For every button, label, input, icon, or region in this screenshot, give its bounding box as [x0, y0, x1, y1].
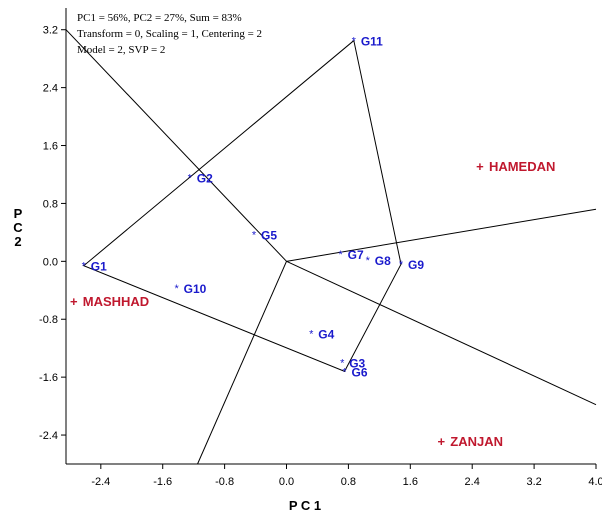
genotype-marker: *	[399, 259, 404, 271]
genotype-label: G3	[349, 357, 365, 371]
x-tick-label: 0.0	[279, 476, 294, 488]
genotype-point: * G2	[188, 171, 213, 185]
genotype-marker: *	[175, 283, 180, 295]
polygon-hull	[82, 40, 402, 372]
genotype-point: * G10	[175, 282, 207, 296]
x-tick-label: -2.4	[91, 476, 110, 488]
genotype-marker: *	[366, 255, 371, 267]
x-tick-label: 2.4	[465, 476, 480, 488]
y-tick-label: -2.4	[39, 430, 58, 442]
genotype-points: * G1* G2* G3* G4* G5* G6* G7 * G8 * G9* G10* G11	[82, 35, 425, 380]
y-tick-label: 3.2	[43, 25, 58, 37]
info-line-3: Model = 2, SVP = 2	[77, 44, 165, 56]
plot-frame	[65, 8, 596, 465]
genotype-point: * G9	[399, 258, 424, 272]
environment-marker: +	[476, 159, 484, 174]
x-tick-label: -1.6	[153, 476, 172, 488]
y-axis-title-char: 2	[14, 234, 21, 249]
environment-point: + HAMEDAN	[476, 159, 555, 174]
y-tick-label: 0.8	[43, 198, 58, 210]
x-tick-label: -0.8	[215, 476, 234, 488]
environment-point: + MASHHAD	[70, 294, 149, 309]
genotype-point: * G3	[340, 357, 365, 371]
y-axis-title-char: C	[13, 220, 23, 235]
y-axis-title-char: P	[14, 206, 23, 221]
y-tick-label: 1.6	[43, 141, 58, 153]
genotype-point: * G6	[342, 365, 367, 379]
y-tick-label: -0.8	[39, 314, 58, 326]
genotype-marker: *	[342, 366, 347, 378]
genotype-label: G4	[318, 328, 334, 342]
y-tick-label: 0.0	[43, 256, 58, 268]
genotype-marker: *	[340, 358, 345, 370]
environment-points: + HAMEDAN + MASHHAD + ZANJAN	[70, 159, 555, 449]
environment-marker: +	[70, 294, 78, 309]
genotype-marker: *	[252, 230, 257, 242]
genotype-label: G8	[375, 254, 391, 268]
genotype-marker: *	[352, 36, 357, 48]
sector-ray	[197, 261, 287, 465]
genotype-label: G1	[91, 260, 107, 274]
genotype-label: G9	[408, 258, 424, 272]
x-axis-ticks: -2.4 -1.6 -0.8 0.0 0.8 1.6 2.4 3.2 4.0	[91, 464, 602, 488]
genotype-point: * G5	[252, 229, 277, 243]
x-tick-label: 4.0	[588, 476, 602, 488]
genotype-point: * G7	[339, 248, 364, 262]
y-axis-ticks: 3.2 2.4 1.6 0.8 0.0 -0.8 -1.6 -2.4	[39, 25, 66, 442]
environment-label: HAMEDAN	[489, 159, 555, 174]
y-tick-label: -1.6	[39, 372, 58, 384]
x-tick-label: 1.6	[403, 476, 418, 488]
info-line-1: PC1 = 56%, PC2 = 27%, Sum = 83%	[77, 12, 242, 24]
genotype-point: * G4	[309, 328, 334, 342]
genotype-marker: *	[82, 261, 87, 273]
genotype-label: G7	[348, 248, 364, 262]
genotype-label: G6	[352, 365, 368, 379]
info-line-2: Transform = 0, Scaling = 1, Centering = …	[77, 28, 262, 40]
genotype-point: * G1	[82, 260, 107, 274]
genotype-point: * G8	[366, 254, 391, 268]
environment-label: MASHHAD	[83, 294, 149, 309]
genotype-label: G11	[361, 35, 383, 49]
x-axis-title: P C 1	[289, 498, 321, 513]
genotype-marker: *	[309, 329, 314, 341]
environment-marker: +	[437, 434, 445, 449]
x-tick-label: 3.2	[526, 476, 541, 488]
genotype-label: G10	[184, 282, 207, 296]
genotype-point: * G11	[352, 35, 383, 49]
info-text: PC1 = 56%, PC2 = 27%, Sum = 83% Transfor…	[77, 12, 262, 56]
genotype-label: G5	[261, 229, 277, 243]
polygon-and-rays	[65, 29, 597, 465]
sector-ray	[286, 260, 597, 406]
sector-ray	[286, 208, 597, 262]
genotype-label: G2	[197, 171, 213, 185]
environment-label: ZANJAN	[450, 434, 503, 449]
genotype-marker: *	[339, 249, 344, 261]
x-tick-label: 0.8	[341, 476, 356, 488]
sector-ray	[65, 29, 287, 262]
y-tick-label: 2.4	[43, 83, 58, 95]
environment-point: + ZANJAN	[437, 434, 503, 449]
genotype-marker: *	[188, 172, 193, 184]
